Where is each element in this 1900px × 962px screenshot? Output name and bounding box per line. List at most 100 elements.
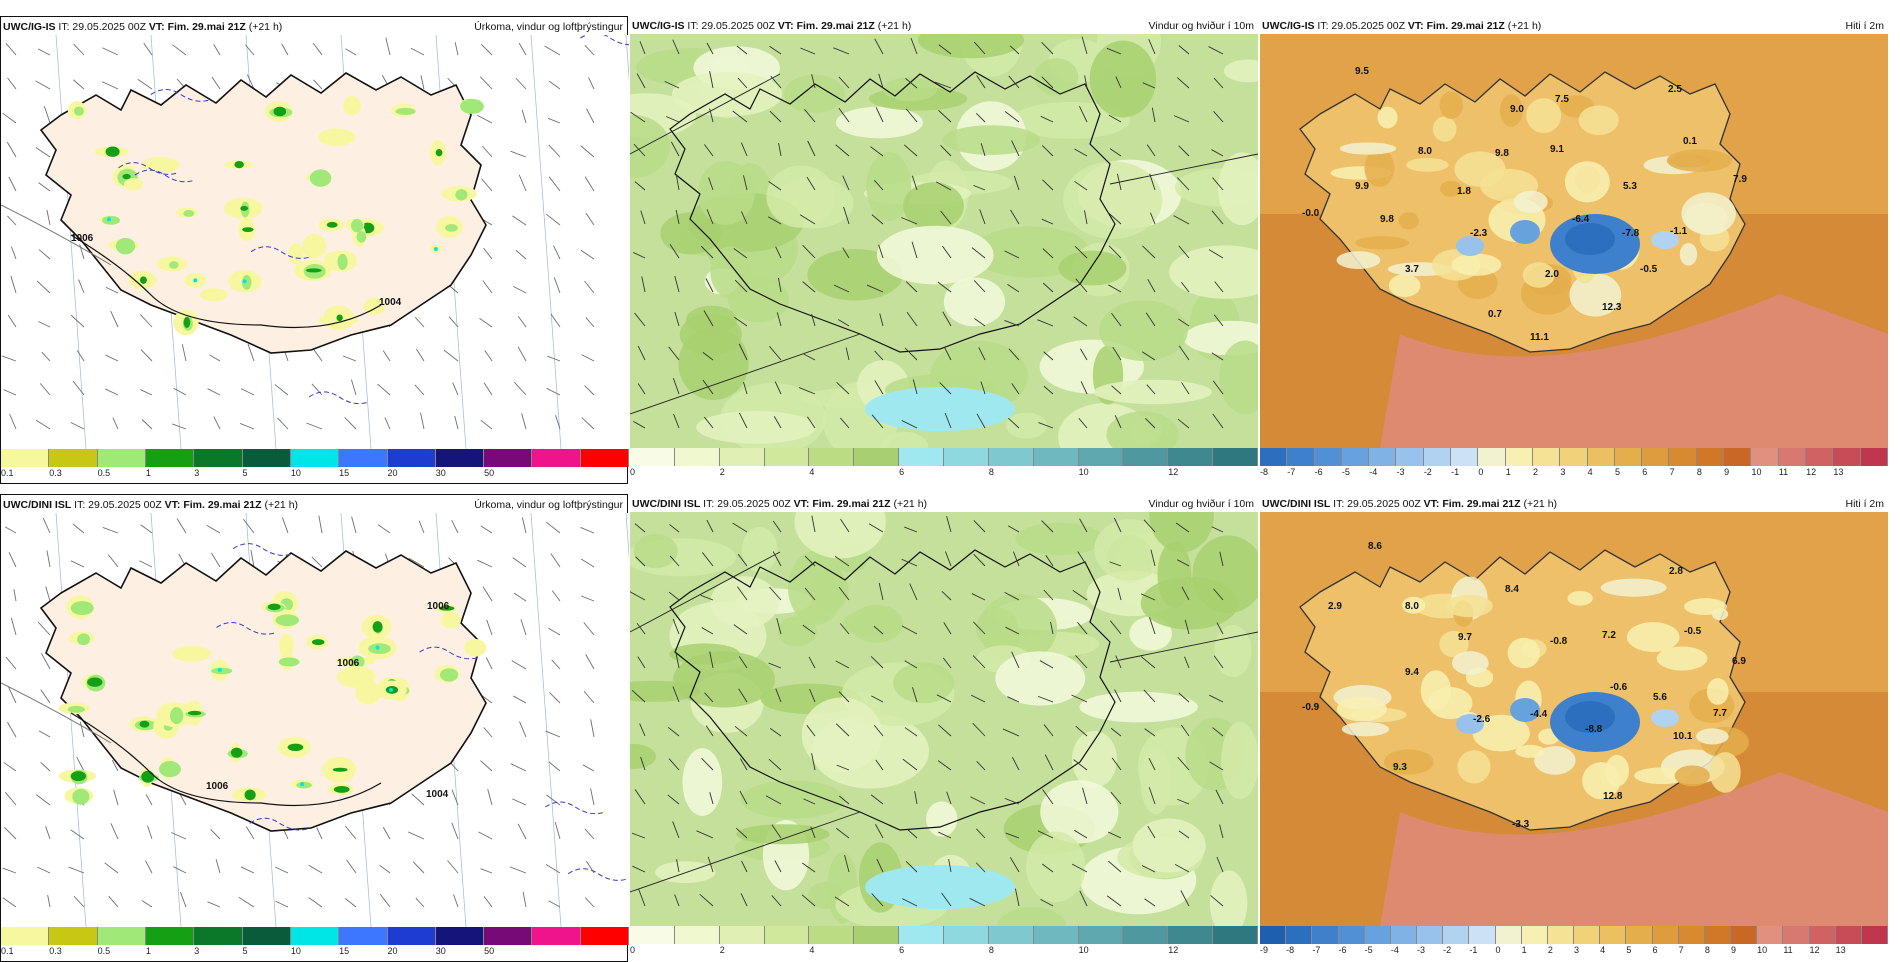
colorbar-tick-label: 6 <box>1652 945 1658 955</box>
colorbar-tick-label: 3 <box>1574 945 1580 955</box>
colorbar-swatch <box>1574 926 1601 944</box>
colorbar <box>630 926 1259 944</box>
map-area[interactable]: 9.5 7.5 2.5 9.0 8.0 9.8 9.1 0.1 9.9 1.8 5.3 7.9 -0.0… <box>1260 34 1888 448</box>
colorbar <box>1260 926 1889 944</box>
colorbar-tick-label: 0.3 <box>49 468 62 478</box>
colorbar-swatch <box>1314 448 1342 466</box>
colorbar-tick-label: 2 <box>1533 467 1539 477</box>
colorbar-tick-label: 0 <box>1478 467 1484 477</box>
precip-cells <box>58 591 487 805</box>
temp-panel-igis: UWC/IG-IS IT: 29.05.2025 00Z VT: Fim. 29… <box>1260 16 1888 484</box>
map-area[interactable] <box>630 512 1258 926</box>
colorbar-swatch <box>435 927 485 945</box>
colorbar-tick-label: 9 <box>1724 467 1730 477</box>
temperature-label: -3.3 <box>1512 819 1530 830</box>
colorbar-tick-label: -3 <box>1417 945 1426 955</box>
colorbar-swatch <box>1505 448 1533 466</box>
colorbar-swatch <box>194 449 243 467</box>
blue-dashed-contours <box>118 35 629 405</box>
colorbar-swatch <box>1 927 50 945</box>
warm-sea-zone <box>1380 772 1888 926</box>
temperature-label: 5.6 <box>1653 692 1667 703</box>
colorbar-tick-label: -2 <box>1443 945 1452 955</box>
colorbar-swatch <box>1286 926 1313 944</box>
panel-title: Úrkoma, vindur og loftþrýstingur <box>474 21 623 33</box>
colorbar-swatch <box>1809 926 1836 944</box>
colorbar-swatch <box>532 449 581 467</box>
colorbar-tick-label: -7 <box>1287 467 1296 477</box>
colorbar-swatch <box>387 927 436 945</box>
colorbar-tick-label: 10 <box>1078 945 1089 955</box>
colorbar-swatch <box>339 927 388 945</box>
colorbar-tick-label: -8 <box>1286 945 1295 955</box>
colorbar-tick-label: 9 <box>1731 945 1737 955</box>
colorbar-tick-label: 4 <box>809 945 815 955</box>
colorbar-tick-label: 20 <box>387 946 398 956</box>
colorbar-tick-label: 2 <box>719 467 725 477</box>
map-area[interactable] <box>630 34 1258 448</box>
temp-panel-dini: UWC/DINI ISL IT: 29.05.2025 00Z VT: Fim.… <box>1260 494 1889 962</box>
isobar <box>70 234 382 329</box>
colorbar-swatch <box>1861 926 1889 944</box>
colorbar-tick-label: 20 <box>387 468 398 478</box>
colorbar-swatch <box>988 926 1034 944</box>
colorbar-swatch <box>719 448 765 466</box>
map-area[interactable]: 1004 1006 <box>1 35 629 449</box>
temperature-label: -2.6 <box>1473 714 1491 725</box>
colorbar-ticks: 0.1 0.3 0.5 1 3 5 10 15 20 30 50 <box>1 467 629 481</box>
colorbar-swatch <box>1451 448 1479 466</box>
colorbar-swatch <box>1260 926 1287 944</box>
colorbar-swatch <box>630 448 675 466</box>
colorbar-swatch <box>49 449 98 467</box>
isobar <box>1 204 112 266</box>
colorbar-tick-label: 50 <box>484 946 495 956</box>
colorbar-swatch <box>1805 448 1834 466</box>
colorbar-tick-label: 4 <box>809 467 815 477</box>
colorbar-tick-label: 5 <box>242 946 248 956</box>
colorbar-tick-label: -8 <box>1260 467 1269 477</box>
colorbar-swatch <box>1443 926 1470 944</box>
panel-header: UWC/IG-IS IT: 29.05.2025 00Z VT: Fim. 29… <box>1262 20 1542 32</box>
precip-panel-dini: UWC/DINI ISL IT: 29.05.2025 00Z VT: Fim.… <box>0 494 630 962</box>
colorbar-tick-label: 10 <box>290 946 301 956</box>
colorbar-swatch <box>1213 448 1259 466</box>
wind-panel-dini: UWC/DINI ISL IT: 29.05.2025 00Z VT: Fim.… <box>630 494 1259 962</box>
graticule <box>630 551 1258 893</box>
colorbar-tick-label: 8 <box>988 945 994 955</box>
map-svg <box>630 512 1258 926</box>
map-area[interactable]: 1004 1006 1006 1006 <box>1 513 629 927</box>
colorbar-swatch <box>1495 926 1522 944</box>
colorbar-tick-label: -3 <box>1396 467 1405 477</box>
colorbar-tick-label: 8 <box>1704 945 1710 955</box>
map-svg: 8.6 2.8 2.9 8.0 8.4 9.7 -0.8 7.2 -0.5 6.9 9.4 -0.6 5… <box>1260 512 1888 926</box>
colorbar-swatch <box>899 926 945 944</box>
colorbar-swatch <box>854 926 900 944</box>
colorbar-swatch <box>1312 926 1339 944</box>
colorbar-tick-label: 8 <box>988 467 994 477</box>
colorbar-swatch <box>1123 926 1169 944</box>
temperature-label: 8.0 <box>1405 601 1419 612</box>
map-area[interactable]: 8.6 2.8 2.9 8.0 8.4 9.7 -0.8 7.2 -0.5 6.9 9.4 -0.6 5… <box>1260 512 1888 926</box>
gust-zone <box>865 865 1015 909</box>
colorbar-tick-label: 0.3 <box>49 946 62 956</box>
temperature-label: 9.1 <box>1550 144 1564 155</box>
colorbar-swatch <box>532 927 581 945</box>
colorbar-swatch <box>1396 448 1424 466</box>
colorbar <box>1 927 630 945</box>
temperature-label: -7.8 <box>1622 228 1640 239</box>
colorbar-tick-label: 5 <box>1626 945 1632 955</box>
colorbar-ticks: -9 -8 -7 -6 -5 -4 -3 -2 -1 0 1 2 3 4 5 6 7 8 9 10 11 12 13 <box>1260 944 1888 958</box>
colorbar-swatch <box>1696 448 1725 466</box>
isobar <box>1 682 112 744</box>
isobar <box>70 712 382 807</box>
colorbar-tick-label: -4 <box>1369 467 1378 477</box>
temperature-label: 2.5 <box>1668 84 1682 95</box>
temperature-label: 9.9 <box>1355 181 1369 192</box>
colorbar-tick-label: 7 <box>1669 467 1675 477</box>
colorbar-swatch <box>1078 926 1124 944</box>
colorbar-swatch <box>339 449 388 467</box>
colorbar-swatch <box>145 449 195 467</box>
colorbar-swatch <box>1547 926 1575 944</box>
colorbar-swatch <box>1521 926 1548 944</box>
colorbar-tick-label: 0 <box>630 467 636 477</box>
